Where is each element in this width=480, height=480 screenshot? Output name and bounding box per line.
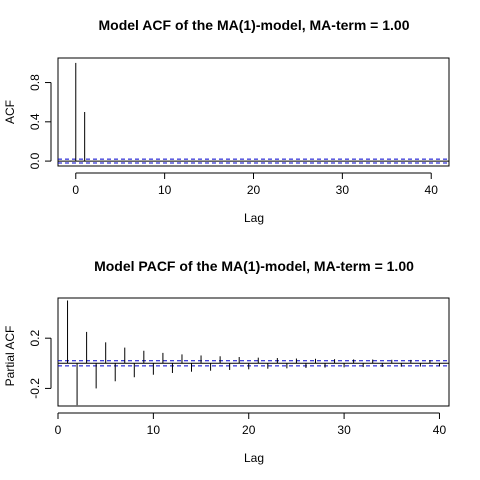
- acf-x-tick-label-40: 40: [425, 183, 439, 197]
- pacf-plot-frame: [57, 297, 450, 407]
- pacf-x-tick-label-20: 20: [242, 423, 256, 437]
- acf-plot-frame: [57, 57, 450, 167]
- acf-y-tick-label-2: 0.8: [28, 74, 42, 91]
- acf-marks: [58, 62, 449, 164]
- pacf-y-tick-label-0: -0.2: [28, 378, 42, 399]
- pacf-x-axis: 0 10 20 30 40: [55, 412, 447, 437]
- pacf-x-tick-label-40: 40: [433, 423, 447, 437]
- acf-x-tick-label-20: 20: [247, 183, 261, 197]
- pacf-y-tick-label-1: 0.2: [28, 330, 42, 347]
- acf-y-tick-label-0: 0.0: [28, 152, 42, 169]
- pacf-x-tick-label-30: 30: [337, 423, 351, 437]
- pacf-x-tick-label-10: 10: [147, 423, 161, 437]
- acf-x-tick-label-30: 30: [336, 183, 350, 197]
- pacf-y-axis-label: Partial ACF: [3, 326, 17, 387]
- pacf-x-tick-label-0: 0: [55, 423, 62, 437]
- acf-title: Model ACF of the MA(1)-model, MA-term = …: [98, 17, 409, 33]
- acf-y-axis: 0.0 0.4 0.8: [28, 74, 52, 169]
- acf-x-tick-label-0: 0: [72, 183, 79, 197]
- pacf-y-axis: -0.2 0.2: [28, 330, 52, 399]
- pacf-panel: Model PACF of the MA(1)-model, MA-term =…: [3, 258, 450, 465]
- pacf-title: Model PACF of the MA(1)-model, MA-term =…: [94, 258, 414, 274]
- acf-x-tick-label-10: 10: [158, 183, 172, 197]
- pacf-x-axis-label: Lag: [244, 451, 264, 465]
- pacf-marks: [58, 300, 449, 406]
- acf-panel: Model ACF of the MA(1)-model, MA-term = …: [3, 17, 450, 225]
- acf-x-axis: 0 10 20 30 40: [72, 172, 439, 197]
- acf-x-axis-label: Lag: [244, 211, 264, 225]
- acf-y-tick-label-1: 0.4: [28, 113, 42, 130]
- acf-y-axis-label: ACF: [3, 100, 17, 124]
